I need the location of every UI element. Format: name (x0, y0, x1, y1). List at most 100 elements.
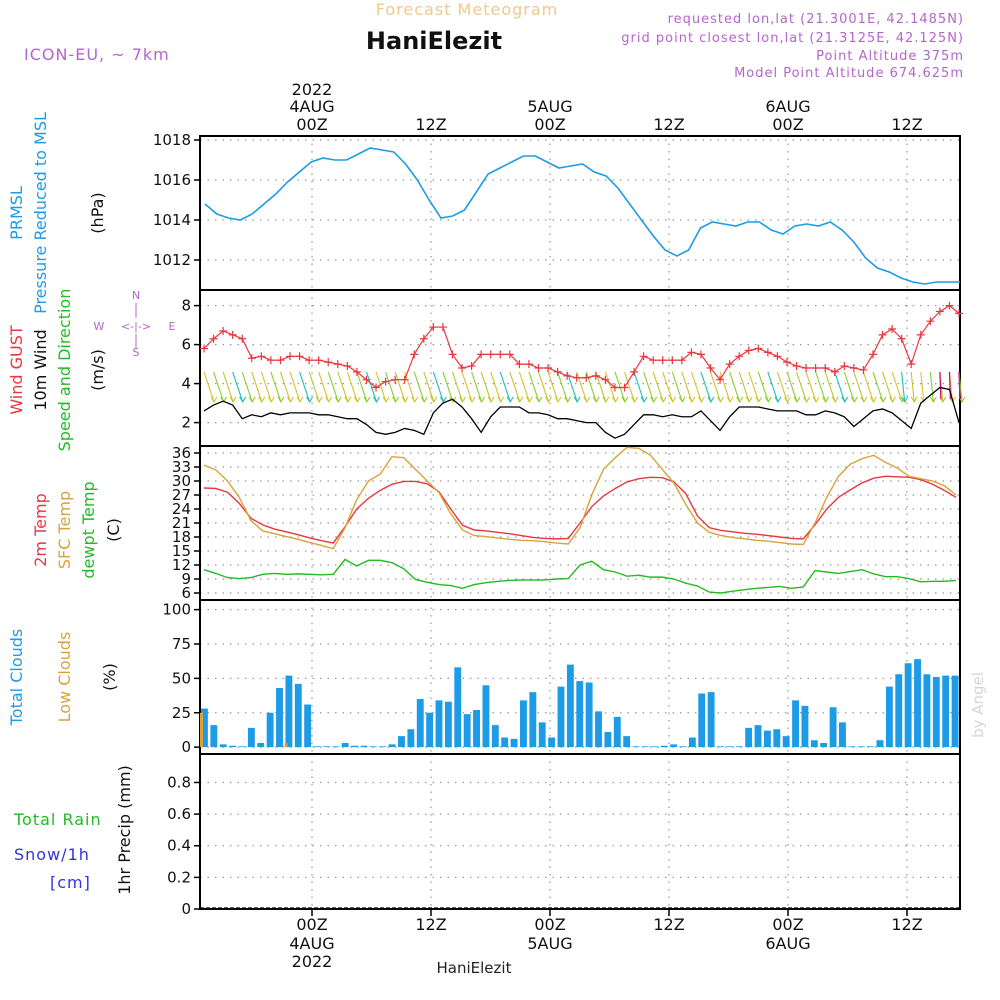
ytick-label-clouds: 100 (162, 601, 191, 619)
wind-arrow-head (497, 396, 505, 403)
wind-arrow-head (869, 396, 877, 403)
wind-direction-arrow (920, 371, 925, 402)
wind-gust-marker (534, 364, 543, 372)
wind-arrow-head (774, 396, 782, 403)
ytick-label-temperature: 18 (172, 528, 191, 546)
wind-direction-arrow (327, 371, 339, 403)
wind-direction-arrow (251, 371, 263, 403)
wind-direction-arrow (958, 371, 961, 400)
wind-gust-marker (696, 350, 705, 359)
wind-direction-arrow (213, 371, 225, 403)
total-clouds-bar (520, 700, 527, 748)
wind-arrow-head (248, 396, 256, 403)
wind-gust-marker (276, 356, 285, 365)
wind-direction-arrow (232, 371, 244, 403)
wind-gust-marker (649, 356, 658, 365)
wind-gust-marker (840, 362, 849, 371)
pressure-series-line (204, 147, 960, 285)
wind-gust-marker (563, 371, 572, 380)
wind-arrow-head (344, 396, 352, 403)
total-clouds-bar (632, 746, 640, 748)
date-label-bottom: 5AUG (527, 934, 572, 953)
wind-direction-arrow (480, 371, 492, 403)
wind-gust-marker (591, 371, 600, 380)
total-clouds-bar (369, 746, 377, 748)
wind-arrow-head (822, 396, 830, 403)
total-clouds-bar (670, 744, 678, 748)
wind-arrow-head (860, 396, 868, 403)
total-clouds-bar (276, 688, 283, 748)
wind-gust-marker (849, 364, 858, 372)
wind-arrow-head (315, 396, 323, 403)
wind-arrow-head (879, 396, 887, 403)
clouds-unit: (%) (100, 663, 119, 691)
wind-direction-arrow (318, 371, 330, 403)
panel-frame (199, 135, 961, 291)
wind-direction-arrow (882, 371, 894, 403)
wind-10m-label: 10m Wind (31, 329, 50, 410)
wind-arrow-head (573, 396, 581, 403)
wind-arrow-head (229, 396, 237, 403)
wind-direction-arrow (260, 371, 272, 403)
time-tick-label-bottom: 00Z (296, 915, 327, 934)
wind-gust-marker (706, 364, 715, 372)
wind-direction-arrow (671, 371, 683, 403)
time-tick-label-top: 12Z (415, 115, 446, 134)
wind-direction-arrow (776, 371, 788, 403)
wind-gust-marker (324, 358, 333, 367)
wind-direction-arrow (423, 371, 435, 403)
wind-arrow-head (554, 396, 562, 403)
ytick-label-temperature: 36 (172, 444, 191, 462)
wind-direction-arrow (394, 371, 406, 403)
wind-arrow-head (468, 396, 476, 403)
total-clouds-bar (201, 708, 208, 748)
compass-e: E (169, 320, 176, 333)
wind-direction-arrow (729, 371, 741, 403)
temp-dewpt-series-line (203, 558, 957, 594)
wind-direction-arrow (509, 371, 521, 403)
ytick-label-temperature: 15 (172, 542, 191, 560)
wind-gust-marker (247, 354, 256, 363)
wind-arrow-head (325, 396, 333, 403)
wind-gust-marker (372, 383, 381, 392)
wind-direction-arrow (690, 371, 702, 403)
total-clouds-bar (463, 714, 471, 748)
wind-arrow-head (401, 396, 409, 403)
total-clouds-bar (641, 746, 649, 748)
model-altitude: Model Point Altitude 674.625m (734, 66, 964, 81)
time-tick-label-top: 12Z (653, 115, 684, 134)
total-clouds-bar (660, 745, 668, 748)
total-clouds-bar (266, 712, 274, 748)
total-clouds-bar (566, 664, 574, 748)
time-tick-label-top: 12Z (891, 115, 922, 134)
wind-arrow-head (736, 396, 744, 403)
wind-arrow-head (372, 396, 380, 403)
wind-direction-arrow (767, 371, 779, 403)
total-clouds-bar (341, 743, 349, 748)
ytick-label-wind: 8 (181, 297, 191, 315)
wind-arrow-head (363, 396, 371, 403)
wind-direction-arrow (824, 371, 836, 403)
ytick-label-temperature: 9 (181, 570, 191, 588)
wind-direction-arrow (518, 371, 530, 403)
wind-gust-marker (477, 350, 486, 359)
wind-gust-marker (610, 383, 619, 392)
compass-rose: N S W E <-|-> (94, 289, 176, 359)
ytick-label-temperature: 27 (172, 486, 191, 504)
wind-direction-arrow (910, 371, 915, 402)
total-clouds-bar (895, 674, 903, 748)
total-clouds-bar (482, 685, 490, 748)
ytick-label-temperature: 33 (172, 458, 191, 476)
wind-direction-arrow (757, 371, 769, 403)
total-clouds-bar (426, 712, 434, 748)
ytick-label-temperature: 24 (172, 500, 191, 518)
total-clouds-bar (585, 682, 593, 748)
total-clouds-bar (229, 745, 237, 748)
time-tick-label-top: 00Z (772, 115, 803, 134)
wind-arrow-head (382, 396, 390, 403)
temp-2m-series-line (203, 475, 957, 544)
wind-arrow-head (831, 396, 839, 403)
precip-unit: 1hr Precip (mm) (115, 765, 134, 895)
wind-arrow-head (449, 396, 457, 403)
wind-gust-marker (486, 350, 495, 359)
